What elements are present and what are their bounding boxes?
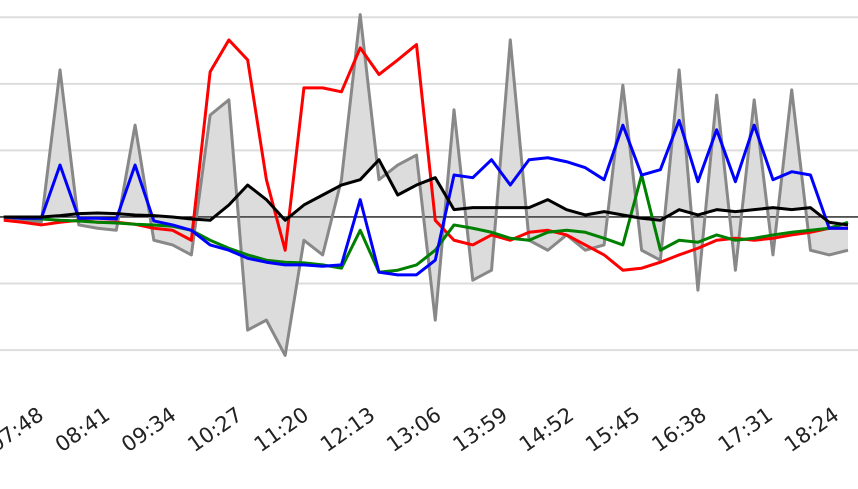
x-tick-label: 17:31 — [714, 402, 777, 456]
x-tick-label: 15:45 — [581, 402, 644, 456]
series-line — [3, 38, 848, 272]
x-tick-label: 18:24 — [780, 402, 843, 456]
x-tick-label: 16:38 — [647, 402, 710, 456]
shaded-band — [3, 14, 848, 356]
x-tick-label: 14:52 — [515, 402, 578, 456]
x-tick-label: 07:48 — [0, 402, 48, 456]
series-line — [3, 173, 849, 274]
x-tick-label: 11:20 — [250, 402, 313, 456]
x-tick-label: 13:06 — [382, 402, 445, 456]
x-tick-label: 10:27 — [183, 402, 246, 456]
x-tick-label: 09:34 — [117, 402, 180, 456]
series-line — [3, 118, 848, 277]
x-tick-label: 12:13 — [316, 402, 379, 456]
x-tick-label: 08:41 — [51, 402, 114, 456]
series-line — [3, 158, 849, 227]
x-tick-label: 13:59 — [449, 402, 512, 456]
series-line — [3, 13, 849, 357]
